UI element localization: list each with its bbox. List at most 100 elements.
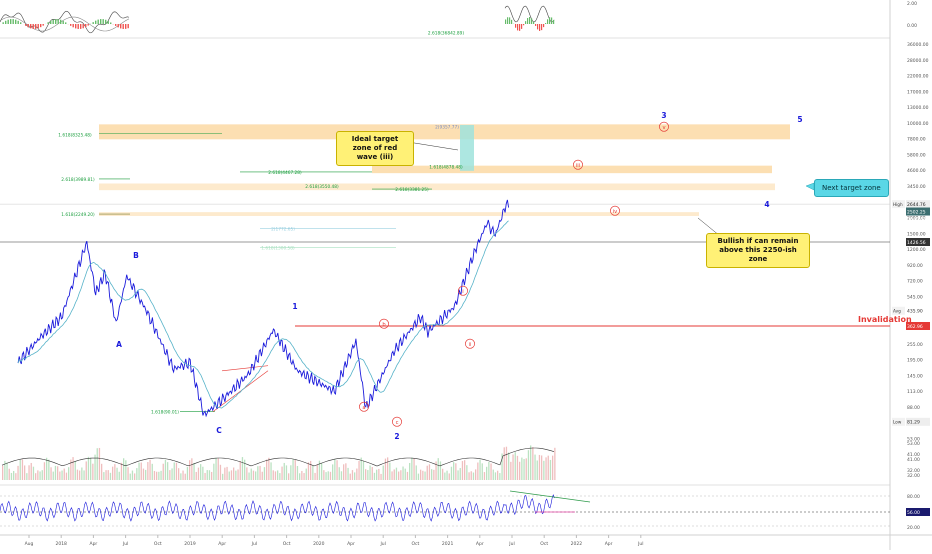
osc-bar — [20, 22, 21, 24]
osc-bar — [60, 20, 61, 24]
volume-bar — [103, 472, 104, 480]
volume-bar — [378, 469, 379, 480]
volume-bar — [334, 459, 335, 480]
y-tick-label: 1500.00 — [907, 231, 926, 237]
volume-bar — [149, 460, 150, 480]
volume-bar — [297, 466, 298, 480]
osc-bar — [85, 24, 86, 27]
volume-bar — [295, 460, 296, 480]
osc-bar — [517, 24, 518, 30]
volume-bar — [75, 461, 76, 480]
vol-tick-label: 41.00 — [907, 457, 920, 463]
fib-label: 2.618(4467.28) — [268, 170, 302, 176]
vol-tick-label: 32.00 — [907, 473, 920, 479]
wave-label-red: i — [462, 289, 463, 295]
volume-bar — [136, 468, 137, 480]
volume-bar — [361, 458, 362, 480]
volume-bar — [196, 472, 197, 480]
volume-bar — [288, 473, 289, 480]
volume-bar — [259, 466, 260, 480]
volume-bar — [519, 462, 520, 480]
volume-bar — [185, 474, 186, 480]
volume-bar — [497, 471, 498, 480]
osc-bar — [551, 17, 552, 24]
osc-bar — [95, 21, 96, 24]
x-tick-label: Oct — [540, 541, 548, 547]
volume-bar — [363, 461, 364, 480]
ideal-target-text: Ideal target zone of red wave (iii) — [352, 135, 399, 161]
osc-bar — [73, 24, 74, 27]
osc-bar — [123, 24, 124, 29]
volume-bar — [198, 468, 199, 480]
volume-bar — [453, 462, 454, 480]
volume-bar — [145, 470, 146, 480]
volume-bar — [479, 460, 480, 480]
volume-bar — [147, 462, 148, 480]
volume-bar — [229, 472, 230, 480]
volume-bar — [427, 466, 428, 480]
volume-bar — [418, 474, 419, 480]
volume-bar — [273, 470, 274, 480]
volume-bar — [286, 465, 287, 480]
volume-bar — [552, 456, 553, 480]
y-tick-label: 3450.00 — [907, 184, 926, 190]
y-tick-label: 920.00 — [907, 263, 923, 269]
volume-bar — [127, 467, 128, 480]
volume-bar — [411, 458, 412, 480]
osc-bar — [527, 18, 528, 24]
x-tick-label: Oct — [283, 541, 291, 547]
volume-bar — [325, 472, 326, 480]
volume-bar — [108, 470, 109, 480]
osc-bar — [35, 24, 36, 29]
volume-bar — [264, 467, 265, 480]
volume-bar — [330, 472, 331, 480]
volume-bar — [532, 447, 533, 480]
volume-bar — [396, 468, 397, 480]
volume-bar — [79, 471, 80, 480]
y-tick-label: 4600.00 — [907, 168, 926, 174]
osc-bar — [531, 18, 532, 24]
volume-bar — [523, 459, 524, 480]
volume-bar — [141, 462, 142, 480]
volume-bar — [413, 459, 414, 480]
volume-bar — [81, 468, 82, 480]
y-tick-label: 255.00 — [907, 342, 923, 348]
x-tick-label: Jul — [508, 541, 514, 547]
osc-bar — [108, 21, 109, 24]
osc-line-2 — [0, 17, 129, 31]
volume-bar — [314, 473, 315, 480]
volume-bar — [398, 472, 399, 480]
ideal-target-callout: Ideal target zone of red wave (iii) — [336, 131, 414, 166]
volume-bar — [9, 469, 10, 480]
wave-label-blue: A — [116, 340, 122, 349]
osc-bar — [519, 24, 520, 31]
osc-line-1 — [0, 11, 129, 33]
volume-bar — [451, 467, 452, 480]
x-tick-label: Apr — [218, 541, 226, 547]
volume-bar — [237, 469, 238, 480]
wave-label-blue: 5 — [797, 115, 802, 124]
volume-bar — [266, 460, 267, 480]
volume-bar — [374, 473, 375, 480]
volume-bar — [226, 467, 227, 480]
volume-bar — [213, 464, 214, 480]
volume-bar — [174, 462, 175, 480]
vol-tick-label: 53.00 — [907, 441, 920, 447]
osc-bar — [120, 24, 121, 28]
volume-bar — [189, 460, 190, 480]
volume-bar — [64, 469, 65, 480]
volume-bar — [17, 466, 18, 480]
osc-bar — [507, 17, 508, 24]
x-tick-label: Apr — [605, 541, 613, 547]
volume-bar — [193, 463, 194, 480]
volume-bar — [365, 469, 366, 480]
volume-bar — [424, 472, 425, 480]
volume-bar — [442, 469, 443, 480]
wave-label-red: iii — [576, 163, 580, 169]
volume-bar — [431, 469, 432, 480]
volume-bar — [207, 470, 208, 480]
fib-zone-3550 — [99, 184, 775, 191]
osc-tick-label: 0.00 — [907, 23, 917, 29]
volume-bar — [233, 468, 234, 480]
